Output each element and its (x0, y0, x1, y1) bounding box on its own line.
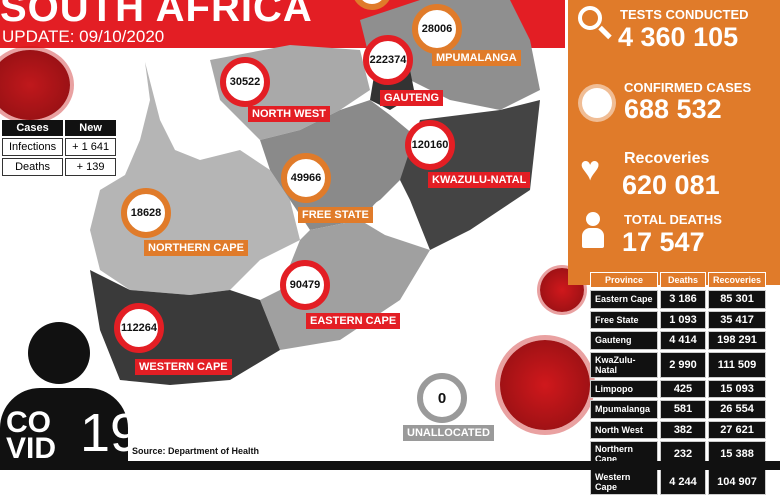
col-header: Province (590, 272, 658, 288)
new-cases-table: Cases New Infections + 1 641 Deaths + 139 (0, 118, 118, 178)
table-row: Mpumalanga 581 26 554 (590, 400, 767, 419)
cell: KwaZulu-Natal (590, 351, 658, 378)
cell: 3 186 (660, 290, 706, 309)
cell: + 139 (65, 158, 117, 176)
col-header: Deaths (660, 272, 706, 288)
medical-person-icon (586, 212, 600, 226)
stat-value: 688 532 (624, 94, 722, 124)
table-row: Free State 1 093 35 417 (590, 310, 767, 329)
table-row: Gauteng 4 414 198 291 (590, 331, 767, 350)
label-gauteng: GAUTENG (380, 90, 443, 106)
cell: 104 907 (708, 469, 767, 495)
stat-value: 17 547 (622, 227, 705, 257)
cell: 425 (660, 379, 706, 398)
table-row: Limpopo 425 15 093 (590, 379, 767, 398)
cell: 2 990 (660, 351, 706, 378)
cell: 4 414 (660, 331, 706, 350)
region-lesotho (370, 197, 414, 233)
table-row: Deaths + 139 (2, 158, 117, 176)
cell: Infections (2, 138, 64, 156)
cell: Mpumalanga (590, 400, 658, 419)
region-western-cape (90, 270, 280, 385)
stat-label: Recoveries (624, 150, 710, 167)
covid19-logo: CO VID 19 (0, 322, 140, 470)
col-header: Cases (2, 120, 64, 136)
cell: Western Cape (590, 469, 658, 495)
table-row: Eastern Cape 3 186 85 301 (590, 290, 767, 309)
cell: + 1 641 (65, 138, 117, 156)
cell: North West (590, 420, 658, 439)
heartbeat-icon: ♥ (580, 150, 601, 188)
table-row: Infections + 1 641 (2, 138, 117, 156)
cell: 581 (660, 400, 706, 419)
cell: 198 291 (708, 331, 767, 350)
label-north-west: NORTH WEST (248, 106, 330, 122)
cell: 1 093 (660, 310, 706, 329)
col-header: Recoveries (708, 272, 767, 288)
label-mpumalanga: MPUMALANGA (432, 50, 521, 66)
cell: 85 301 (708, 290, 767, 309)
cell: Free State (590, 310, 658, 329)
pin-north-west[interactable]: 30522 (220, 57, 270, 107)
stat-value: 620 081 (622, 170, 720, 200)
cell: 27 621 (708, 420, 767, 439)
pin-northern-cape[interactable]: 18628 (121, 188, 171, 238)
label-free-state: FREE STATE (298, 207, 373, 223)
cell: Gauteng (590, 331, 658, 350)
stat-label: TOTAL DEATHS (624, 212, 722, 227)
cell: 26 554 (708, 400, 767, 419)
virus-icon (0, 50, 70, 120)
label-western-cape: WESTERN CAPE (135, 359, 232, 375)
update-date: UPDATE: 09/10/2020 (2, 27, 165, 46)
pin-eastern-cape[interactable]: 90479 (280, 260, 330, 310)
region-eastern-cape (260, 220, 430, 350)
pin-free-state[interactable]: 49966 (281, 153, 331, 203)
magnifier-icon (578, 6, 612, 46)
cell: Deaths (2, 158, 64, 176)
stat-label: CONFIRMED CASES (624, 80, 752, 95)
cell: 35 417 (708, 310, 767, 329)
cell: 111 509 (708, 351, 767, 378)
stat-value: 4 360 105 (618, 22, 739, 52)
cell: 4 244 (660, 469, 706, 495)
label-kwazulu-natal: KWAZULU-NATAL (428, 172, 531, 188)
col-header: New (65, 120, 117, 136)
cell: Limpopo (590, 379, 658, 398)
table-row: North West 382 27 621 (590, 420, 767, 439)
footer-bar (0, 461, 780, 470)
virus-icon (582, 88, 612, 118)
label-eastern-cape: EASTERN CAPE (306, 313, 401, 329)
pin-kwazulu-natal[interactable]: 120160 (405, 120, 455, 170)
label-unallocated: UNALLOCATED (403, 425, 494, 441)
pin-unallocated[interactable]: 0 (417, 373, 467, 423)
stat-label: TESTS CONDUCTED (620, 7, 749, 22)
stats-panel: TESTS CONDUCTED 4 360 105 CONFIRMED CASE… (568, 0, 780, 285)
table-row: KwaZulu-Natal 2 990 111 509 (590, 351, 767, 378)
source-note: Source: Department of Health (132, 446, 260, 456)
label-northern-cape: NORTHERN CAPE (144, 240, 248, 256)
table-row: Western Cape 4 244 104 907 (590, 469, 767, 495)
cell: 382 (660, 420, 706, 439)
cell: Eastern Cape (590, 290, 658, 309)
page-title: SOUTH AFRICA (0, 0, 313, 30)
pin-gauteng[interactable]: 222374 (363, 35, 413, 85)
cell: 15 093 (708, 379, 767, 398)
virus-icon (500, 340, 590, 430)
pin-mpumalanga[interactable]: 28006 (412, 4, 462, 54)
pin-western-cape[interactable]: 112264 (114, 303, 164, 353)
